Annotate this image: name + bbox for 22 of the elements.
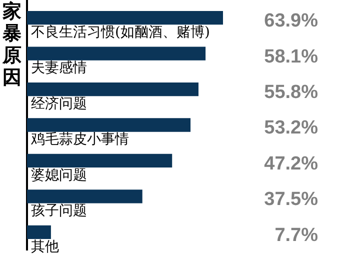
- data-label: 53.2%: [264, 118, 318, 139]
- y-tick-label: 不良生活习惯(如酗酒、赌博): [31, 24, 210, 40]
- data-label: 7.7%: [274, 224, 318, 246]
- bar: [27, 82, 198, 96]
- bar: [27, 225, 51, 239]
- y-tick-label: 鸡毛蒜皮小事情: [30, 132, 129, 148]
- bar: [27, 11, 223, 25]
- y-tick-label: 孩子问题: [31, 203, 87, 220]
- bar: [27, 190, 142, 204]
- bar: [27, 154, 172, 168]
- y-axis-title: 家暴原因: [2, 0, 22, 88]
- y-tick-label: 经济问题: [31, 96, 87, 112]
- data-label: 47.2%: [264, 153, 318, 174]
- data-label: 37.5%: [264, 189, 318, 210]
- data-label: 63.9%: [264, 10, 318, 32]
- y-tick-label: 婆媳问题: [31, 167, 87, 184]
- bar: [27, 118, 191, 132]
- bar: [27, 46, 206, 60]
- data-label: 55.8%: [264, 82, 318, 104]
- y-tick-label: 其他: [31, 238, 59, 255]
- y-tick-label: 夫妻感情: [31, 60, 87, 76]
- data-label: 58.1%: [264, 46, 318, 68]
